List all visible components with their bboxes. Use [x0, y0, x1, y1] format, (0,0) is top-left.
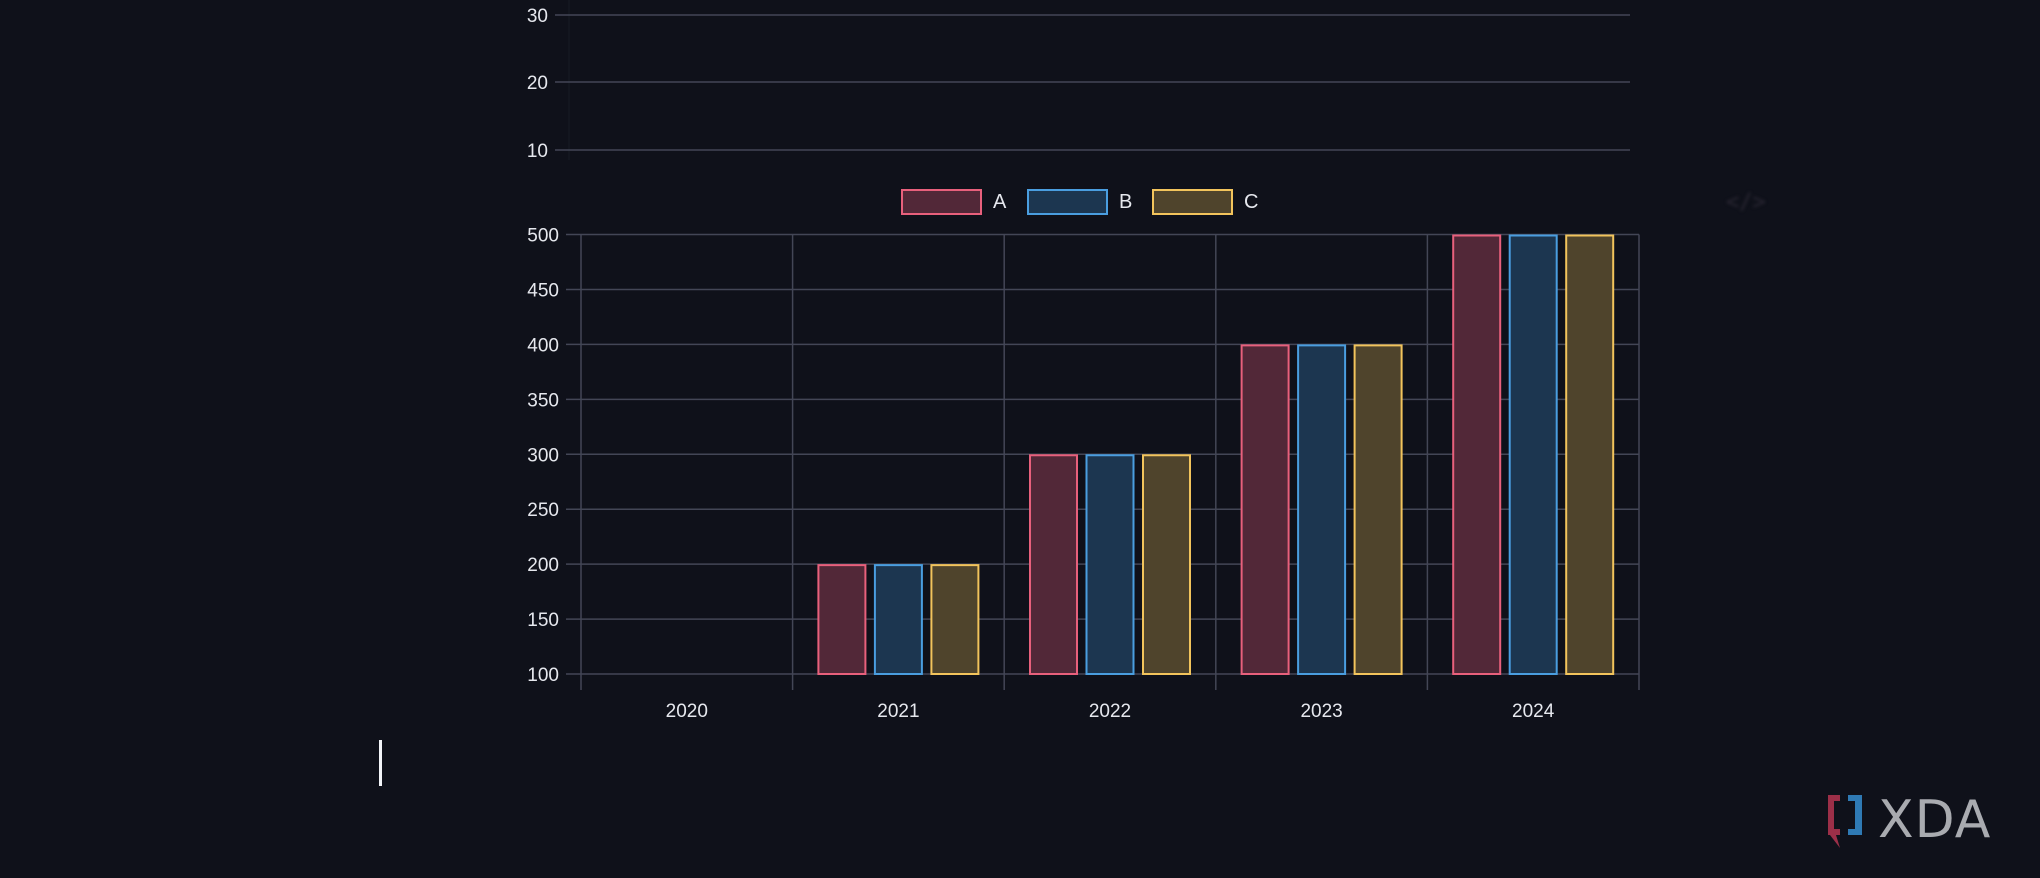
x-tick-label: 2020 [666, 701, 708, 722]
xda-bracket-icon [1828, 795, 1862, 848]
bar-chart-x-axis-labels: 2020 2021 2022 2023 2024 [666, 701, 1555, 722]
xda-logo: XDA [1826, 790, 1992, 850]
bar-c-2024[interactable] [1565, 234, 1615, 675]
y-tick-label: 250 [527, 500, 559, 521]
bar-a-2021[interactable] [817, 564, 867, 675]
y-tick-label: 500 [527, 226, 559, 247]
bar-a-2023[interactable] [1240, 344, 1290, 675]
x-tick-label: 2021 [877, 701, 919, 722]
top-chart-gridlines [555, 0, 1630, 160]
xda-logo-text: XDA [1878, 790, 1992, 850]
x-tick-label: 2023 [1300, 701, 1342, 722]
top-chart-y-axis-labels: 30 20 10 [527, 6, 548, 162]
y-tick-label: 100 [527, 665, 559, 686]
x-tick-label: 2022 [1089, 701, 1131, 722]
y-tick-label: 10 [527, 141, 548, 162]
y-tick-label: 450 [527, 280, 559, 301]
code-icon: </> [1726, 190, 1766, 215]
x-tick-label: 2024 [1512, 701, 1555, 722]
legend-label-a[interactable]: A [993, 191, 1007, 213]
bar-b-2021[interactable] [873, 564, 923, 675]
bar-c-2023[interactable] [1353, 344, 1403, 675]
bar-chart-bars [817, 234, 1615, 675]
bar-a-2024[interactable] [1452, 234, 1502, 675]
bar-b-2023[interactable] [1297, 344, 1347, 675]
legend-swatch-b[interactable] [1027, 189, 1108, 215]
bar-chart-y-axis-labels: 100 150 200 250 300 350 400 450 500 [527, 226, 559, 687]
legend-label-c[interactable]: C [1244, 191, 1259, 213]
legend-label-b[interactable]: B [1119, 191, 1133, 213]
y-tick-label: 150 [527, 610, 559, 631]
bar-c-2021[interactable] [930, 564, 980, 675]
y-tick-label: 30 [527, 6, 548, 27]
y-tick-label: 400 [527, 335, 559, 356]
bar-b-2022[interactable] [1085, 454, 1135, 675]
y-tick-label: 300 [527, 445, 559, 466]
top-chart: 30 20 10 [527, 0, 1630, 162]
bar-a-2022[interactable] [1029, 454, 1078, 675]
chart-legend: A B C [0, 188, 2040, 218]
bar-b-2024[interactable] [1508, 234, 1558, 675]
bar-chart: 100 150 200 250 300 350 400 450 500 2020 2021 2022… [527, 226, 1640, 722]
legend-swatch-a[interactable] [901, 189, 982, 215]
y-tick-label: 350 [527, 390, 559, 411]
y-tick-label: 200 [527, 555, 559, 576]
y-tick-label: 20 [527, 73, 548, 94]
legend-swatch-c[interactable] [1152, 189, 1233, 215]
bar-c-2022[interactable] [1142, 454, 1191, 675]
text-cursor [379, 740, 382, 786]
